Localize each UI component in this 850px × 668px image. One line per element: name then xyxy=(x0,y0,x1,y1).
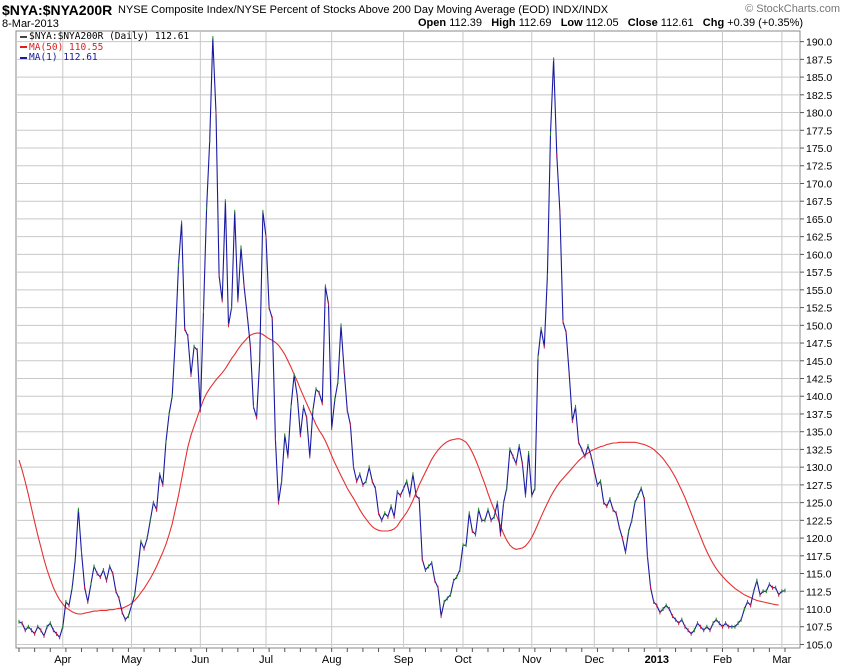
x-tick-label: Apr xyxy=(54,654,71,666)
y-tick-label: 172.5 xyxy=(806,161,832,173)
x-tick-label: Nov xyxy=(522,654,542,666)
x-tick-label: May xyxy=(121,654,142,666)
y-tick-label: 127.5 xyxy=(806,480,832,492)
x-tick-label: Aug xyxy=(322,654,342,666)
x-tick-label: Feb xyxy=(713,654,732,666)
y-tick-label: 152.5 xyxy=(806,303,832,315)
x-tick-label: Jul xyxy=(259,654,273,666)
y-tick-label: 180.0 xyxy=(806,108,832,120)
y-tick-label: 125.0 xyxy=(806,498,832,510)
y-tick-label: 160.0 xyxy=(806,249,832,261)
legend-label: MA(1) 112.61 xyxy=(29,52,98,63)
y-tick-label: 142.5 xyxy=(806,374,832,386)
y-tick-label: 107.5 xyxy=(806,622,832,634)
y-tick-label: 182.5 xyxy=(806,90,832,102)
legend-label: MA(50) 110.55 xyxy=(29,42,103,53)
y-tick-label: 170.0 xyxy=(806,178,832,190)
y-tick-label: 162.5 xyxy=(806,232,832,244)
x-tick-label: 2013 xyxy=(645,654,669,666)
legend-swatch xyxy=(20,46,27,48)
y-tick-label: 145.0 xyxy=(806,356,832,368)
y-tick-label: 135.0 xyxy=(806,427,832,439)
legend-entry-ma1: MA(1) 112.61 xyxy=(20,53,189,64)
y-tick-label: 157.5 xyxy=(806,267,832,279)
legend-swatch xyxy=(20,36,27,38)
y-tick-label: 137.5 xyxy=(806,409,832,421)
y-tick-label: 147.5 xyxy=(806,338,832,350)
y-tick-label: 132.5 xyxy=(806,444,832,456)
y-tick-label: 115.0 xyxy=(806,569,832,581)
y-tick-label: 187.5 xyxy=(806,54,832,66)
y-tick-label: 165.0 xyxy=(806,214,832,226)
x-tick-label: Oct xyxy=(454,654,471,666)
y-tick-label: 167.5 xyxy=(806,196,832,208)
chart-legend: $NYA:$NYA200R (Daily) 112.61 MA(50) 110.… xyxy=(20,32,189,64)
y-tick-label: 185.0 xyxy=(806,72,832,84)
y-tick-label: 120.0 xyxy=(806,533,832,545)
y-tick-label: 130.0 xyxy=(806,462,832,474)
legend-swatch xyxy=(20,57,27,59)
x-tick-label: Jun xyxy=(191,654,209,666)
y-tick-label: 110.0 xyxy=(806,604,832,616)
x-tick-label: Dec xyxy=(585,654,605,666)
y-tick-label: 105.0 xyxy=(806,639,832,651)
legend-label: $NYA:$NYA200R (Daily) 112.61 xyxy=(29,31,189,42)
y-tick-label: 190.0 xyxy=(806,37,832,49)
y-tick-label: 122.5 xyxy=(806,515,832,527)
y-tick-label: 112.5 xyxy=(806,586,832,598)
y-tick-label: 155.0 xyxy=(806,285,832,297)
y-tick-label: 117.5 xyxy=(806,551,832,563)
y-tick-label: 150.0 xyxy=(806,320,832,332)
x-tick-label: Mar xyxy=(772,654,791,666)
y-tick-label: 175.0 xyxy=(806,143,832,155)
y-tick-label: 140.0 xyxy=(806,391,832,403)
y-tick-label: 177.5 xyxy=(806,125,832,137)
x-tick-label: Sep xyxy=(394,654,414,666)
